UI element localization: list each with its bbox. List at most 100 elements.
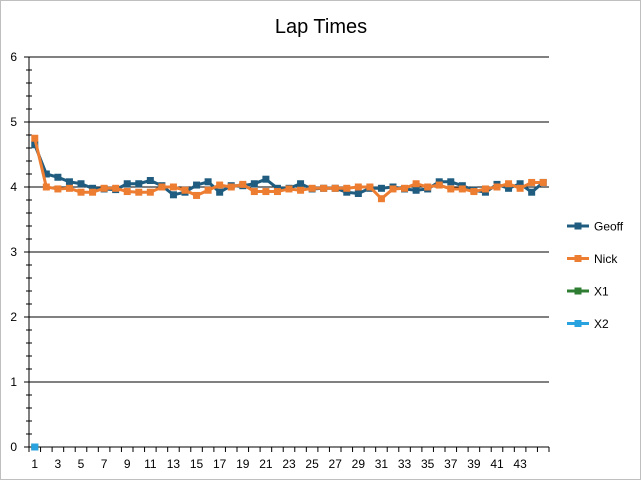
data-point-nick — [458, 185, 466, 193]
x-tick-label: 7 — [101, 457, 108, 471]
data-point-nick — [470, 188, 478, 196]
data-point-nick — [389, 185, 397, 193]
data-point-nick — [227, 183, 235, 191]
data-point-nick — [493, 183, 501, 191]
x-tick-label: 15 — [190, 457, 204, 471]
data-point-nick — [424, 183, 432, 191]
data-point-nick — [158, 183, 166, 191]
data-point-geoff — [77, 180, 85, 188]
data-point-nick — [331, 184, 339, 192]
data-point-nick — [239, 180, 247, 188]
data-point-nick — [250, 188, 258, 196]
data-point-geoff — [193, 181, 201, 189]
data-point-nick — [435, 181, 443, 189]
data-point-nick — [31, 134, 39, 142]
data-point-nick — [412, 180, 420, 188]
data-point-geoff — [262, 175, 270, 183]
y-tick-label: 0 — [10, 440, 17, 454]
data-point-geoff — [516, 180, 524, 188]
data-point-nick — [366, 183, 374, 191]
data-point-nick — [146, 188, 154, 196]
legend-label: Geoff — [594, 220, 624, 234]
legend: Geoff Nick X1 X2 — [567, 220, 624, 331]
data-point-geoff — [250, 180, 258, 188]
legend-label: X2 — [594, 317, 609, 331]
data-point-nick — [505, 180, 513, 188]
data-point-nick — [100, 184, 108, 192]
legend-item-x2: X2 — [567, 317, 609, 331]
x-tick-label: 13 — [167, 457, 181, 471]
data-point-nick — [89, 188, 97, 196]
legend-label: X1 — [594, 285, 609, 299]
data-point-geoff — [216, 188, 224, 196]
x-tick-label: 23 — [282, 457, 296, 471]
x-tick-label: 43 — [513, 457, 527, 471]
legend-label: Nick — [594, 252, 618, 266]
legend-item-nick: Nick — [567, 252, 618, 266]
data-point-geoff — [343, 188, 351, 196]
data-point-nick — [65, 184, 73, 192]
y-tick-label: 3 — [10, 245, 17, 259]
data-point-geoff — [123, 180, 131, 188]
y-tick-label: 5 — [10, 115, 17, 129]
data-point-nick — [123, 188, 131, 196]
x-tick-label: 25 — [305, 457, 319, 471]
data-point-geoff — [54, 173, 62, 181]
data-point-geoff — [204, 178, 212, 186]
x-tick-label: 1 — [31, 457, 38, 471]
data-point-geoff — [89, 184, 97, 192]
x-tick-label: 17 — [213, 457, 227, 471]
x-tick-label: 27 — [329, 457, 343, 471]
y-tick-label: 2 — [10, 310, 17, 324]
data-point-nick — [77, 188, 85, 196]
data-point-nick — [54, 185, 62, 193]
data-point-nick — [193, 191, 201, 199]
x-tick-label: 33 — [398, 457, 412, 471]
data-point-nick — [181, 186, 189, 194]
y-tick-label: 4 — [10, 180, 17, 194]
data-point-nick — [169, 183, 177, 191]
x-tick-label: 35 — [421, 457, 435, 471]
data-point-geoff — [169, 191, 177, 199]
data-point-x2 — [31, 443, 39, 451]
y-tick-label: 6 — [10, 50, 17, 64]
legend-marker — [574, 255, 582, 262]
x-tick-label: 19 — [236, 457, 250, 471]
data-point-geoff — [297, 180, 305, 188]
data-point-nick — [285, 185, 293, 193]
data-point-nick — [112, 184, 120, 192]
data-point-geoff — [146, 177, 154, 184]
plot-series — [31, 134, 547, 451]
data-point-nick — [308, 184, 316, 192]
x-tick-label: 21 — [259, 457, 273, 471]
x-tick-label: 31 — [375, 457, 389, 471]
data-point-geoff — [447, 178, 455, 186]
data-point-geoff — [377, 184, 385, 192]
data-point-geoff — [42, 170, 50, 178]
x-tick-label: 39 — [467, 457, 481, 471]
legend-marker — [574, 222, 582, 230]
data-point-nick — [204, 186, 212, 194]
data-point-nick — [539, 178, 547, 186]
data-point-nick — [216, 181, 224, 189]
series-x2 — [31, 443, 39, 451]
x-tick-label: 9 — [124, 457, 131, 471]
data-point-nick — [273, 188, 281, 196]
data-point-nick — [343, 184, 351, 192]
data-point-nick — [135, 188, 143, 196]
y-tick-label: 1 — [10, 375, 17, 389]
data-point-geoff — [505, 184, 513, 192]
legend-item-x1: X1 — [567, 285, 609, 299]
data-point-nick — [354, 183, 362, 191]
data-point-nick — [528, 178, 536, 186]
data-point-geoff — [135, 180, 143, 188]
data-point-geoff — [528, 188, 536, 196]
x-tick-label: 37 — [444, 457, 458, 471]
data-point-nick — [42, 183, 50, 191]
data-point-nick — [262, 188, 270, 196]
data-point-nick — [516, 184, 524, 192]
data-point-nick — [377, 195, 385, 203]
legend-item-geoff: Geoff — [567, 220, 624, 234]
